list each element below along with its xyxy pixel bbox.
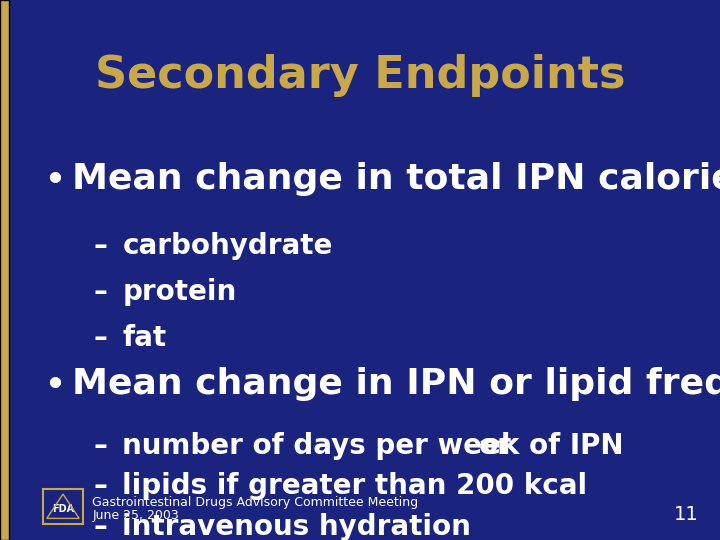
Text: number of days per week of IPN: number of days per week of IPN — [122, 432, 634, 460]
Text: lipids if greater than 200 kcal: lipids if greater than 200 kcal — [122, 472, 588, 501]
Text: –: – — [94, 324, 107, 352]
Text: intravenous hydration: intravenous hydration — [122, 513, 472, 540]
Text: or: or — [479, 432, 512, 460]
Text: –: – — [94, 232, 107, 260]
Text: Gastrointestinal Drugs Advisory Committee Meeting: Gastrointestinal Drugs Advisory Committe… — [92, 496, 418, 509]
Text: June 25, 2003: June 25, 2003 — [92, 509, 179, 522]
Text: •: • — [43, 162, 66, 200]
Text: carbohydrate: carbohydrate — [122, 232, 333, 260]
Text: Mean change in IPN or lipid frequency: Mean change in IPN or lipid frequency — [72, 367, 720, 401]
Text: FDA: FDA — [52, 504, 74, 514]
Text: –: – — [94, 278, 107, 306]
Text: 11: 11 — [674, 505, 698, 524]
Text: Secondary Endpoints: Secondary Endpoints — [95, 54, 625, 97]
FancyBboxPatch shape — [0, 0, 9, 540]
Text: –: – — [94, 513, 107, 540]
Text: –: – — [94, 432, 107, 460]
Text: –: – — [94, 472, 107, 501]
Text: •: • — [43, 367, 66, 405]
Text: fat: fat — [122, 324, 166, 352]
Text: Mean change in total IPN calories: Mean change in total IPN calories — [72, 162, 720, 196]
Text: protein: protein — [122, 278, 237, 306]
